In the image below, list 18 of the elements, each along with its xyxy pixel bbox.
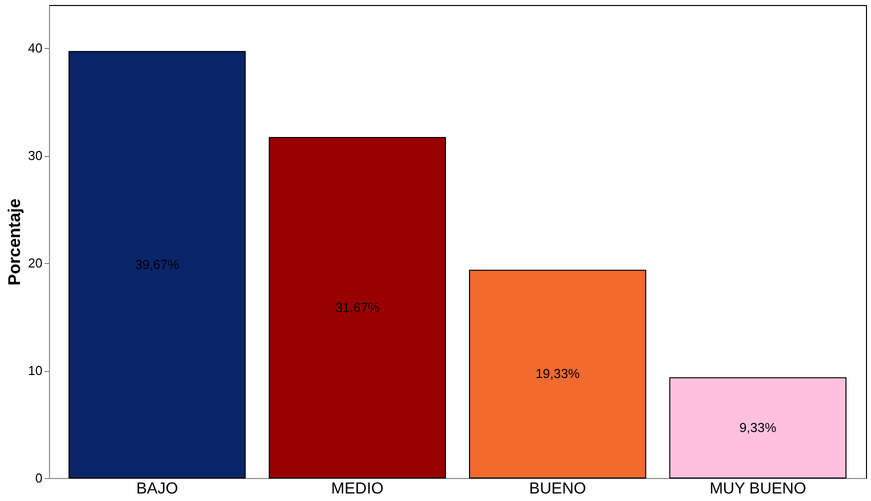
y-tick-label: 20 <box>28 256 42 270</box>
bar <box>68 51 246 478</box>
y-tick-label: 30 <box>28 148 42 163</box>
y-tick-label: 40 <box>28 40 42 56</box>
y-tick-label: 0 <box>35 470 42 486</box>
bar <box>469 270 646 478</box>
x-tick-label: MEDIO <box>331 480 384 498</box>
bar <box>669 377 846 478</box>
bar <box>268 137 446 478</box>
data-label: 19,33% <box>536 366 580 382</box>
y-axis-title: Porcentaje <box>5 198 24 286</box>
data-label: 31,67% <box>335 300 380 315</box>
data-label: 9,33% <box>739 420 777 435</box>
x-tick-label: BAJO <box>136 480 178 498</box>
x-tick-label: BUENO <box>529 480 586 498</box>
y-tick-label: 10 <box>28 363 42 378</box>
x-tick-label: MUY BUENO <box>710 480 806 498</box>
data-label: 39,67% <box>135 256 180 272</box>
